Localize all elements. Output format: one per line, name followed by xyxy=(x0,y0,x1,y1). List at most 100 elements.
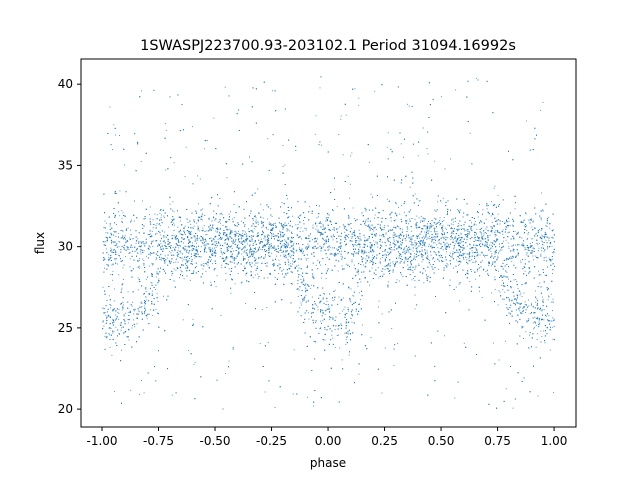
data-point xyxy=(257,266,258,268)
data-point xyxy=(384,225,386,227)
data-point xyxy=(320,320,322,322)
data-point xyxy=(505,226,507,228)
data-point xyxy=(208,267,210,269)
data-point xyxy=(369,284,370,286)
data-point xyxy=(389,253,390,255)
data-point xyxy=(491,253,493,255)
data-point xyxy=(322,320,324,322)
data-point xyxy=(292,260,294,262)
chart-title: 1SWASPJ223700.93-203102.1 Period 31094.1… xyxy=(140,38,516,54)
data-point xyxy=(369,261,371,263)
data-point xyxy=(270,273,272,275)
data-point xyxy=(194,238,196,240)
data-point xyxy=(430,254,432,256)
data-point xyxy=(386,265,388,267)
data-point xyxy=(381,241,383,243)
data-point xyxy=(391,249,393,251)
data-point xyxy=(172,201,174,203)
data-point xyxy=(267,218,269,220)
data-point xyxy=(475,278,476,280)
data-point xyxy=(198,237,200,239)
data-point xyxy=(414,224,416,226)
data-point xyxy=(219,213,221,215)
data-point xyxy=(297,295,299,297)
data-point xyxy=(419,242,421,244)
data-point xyxy=(346,234,348,236)
data-point xyxy=(400,240,402,242)
data-point xyxy=(340,118,342,120)
data-point xyxy=(482,235,484,237)
data-point xyxy=(349,183,351,185)
data-point xyxy=(436,236,438,238)
data-point xyxy=(440,96,442,98)
data-point xyxy=(216,241,218,243)
data-point xyxy=(505,304,507,305)
data-point xyxy=(498,359,500,361)
data-point xyxy=(140,160,142,162)
data-point xyxy=(395,244,397,246)
data-point xyxy=(305,229,307,231)
data-point xyxy=(397,343,399,345)
data-point xyxy=(227,248,229,250)
data-point xyxy=(238,233,240,235)
data-point xyxy=(224,257,226,259)
data-point xyxy=(505,220,507,222)
data-point xyxy=(519,310,521,312)
data-point xyxy=(214,247,215,249)
data-point xyxy=(374,235,376,237)
data-point xyxy=(182,242,184,244)
data-point xyxy=(348,354,350,356)
data-point xyxy=(286,228,288,229)
data-point xyxy=(124,235,126,237)
data-point xyxy=(444,245,446,247)
data-point xyxy=(550,293,552,295)
data-point xyxy=(140,253,142,255)
data-point xyxy=(388,229,390,231)
data-point xyxy=(535,317,537,319)
data-point xyxy=(459,257,461,259)
data-point xyxy=(158,243,159,245)
data-point xyxy=(513,250,515,252)
data-point xyxy=(231,232,233,234)
data-point xyxy=(523,225,525,227)
data-point xyxy=(368,227,370,229)
data-point xyxy=(257,273,259,275)
data-point xyxy=(368,161,370,163)
data-point xyxy=(187,232,189,234)
data-point xyxy=(255,251,257,253)
data-point xyxy=(311,296,313,298)
data-point xyxy=(186,251,188,253)
data-point xyxy=(168,251,170,253)
data-point xyxy=(540,307,542,309)
data-point xyxy=(476,270,478,272)
data-point xyxy=(446,251,447,253)
data-point xyxy=(298,289,300,291)
data-point xyxy=(255,221,257,223)
data-point xyxy=(420,240,422,242)
data-point xyxy=(202,268,204,270)
data-point xyxy=(502,233,504,235)
data-point xyxy=(416,248,418,250)
data-point xyxy=(435,253,437,255)
data-point xyxy=(543,319,545,321)
data-point xyxy=(491,221,493,223)
data-point xyxy=(311,252,313,254)
data-point xyxy=(195,248,197,250)
data-point xyxy=(268,221,270,223)
data-point xyxy=(217,221,219,223)
data-point xyxy=(544,274,546,276)
data-point xyxy=(530,252,532,254)
data-point xyxy=(212,249,214,251)
data-point xyxy=(193,363,195,365)
data-point xyxy=(321,246,323,248)
data-point xyxy=(114,259,116,261)
data-point xyxy=(192,318,194,320)
data-point xyxy=(378,300,380,302)
data-point xyxy=(501,284,503,286)
data-point xyxy=(257,188,259,190)
data-point xyxy=(490,226,492,228)
data-point xyxy=(142,258,144,260)
data-point xyxy=(540,330,542,332)
data-point xyxy=(416,235,417,237)
data-point xyxy=(189,280,191,281)
